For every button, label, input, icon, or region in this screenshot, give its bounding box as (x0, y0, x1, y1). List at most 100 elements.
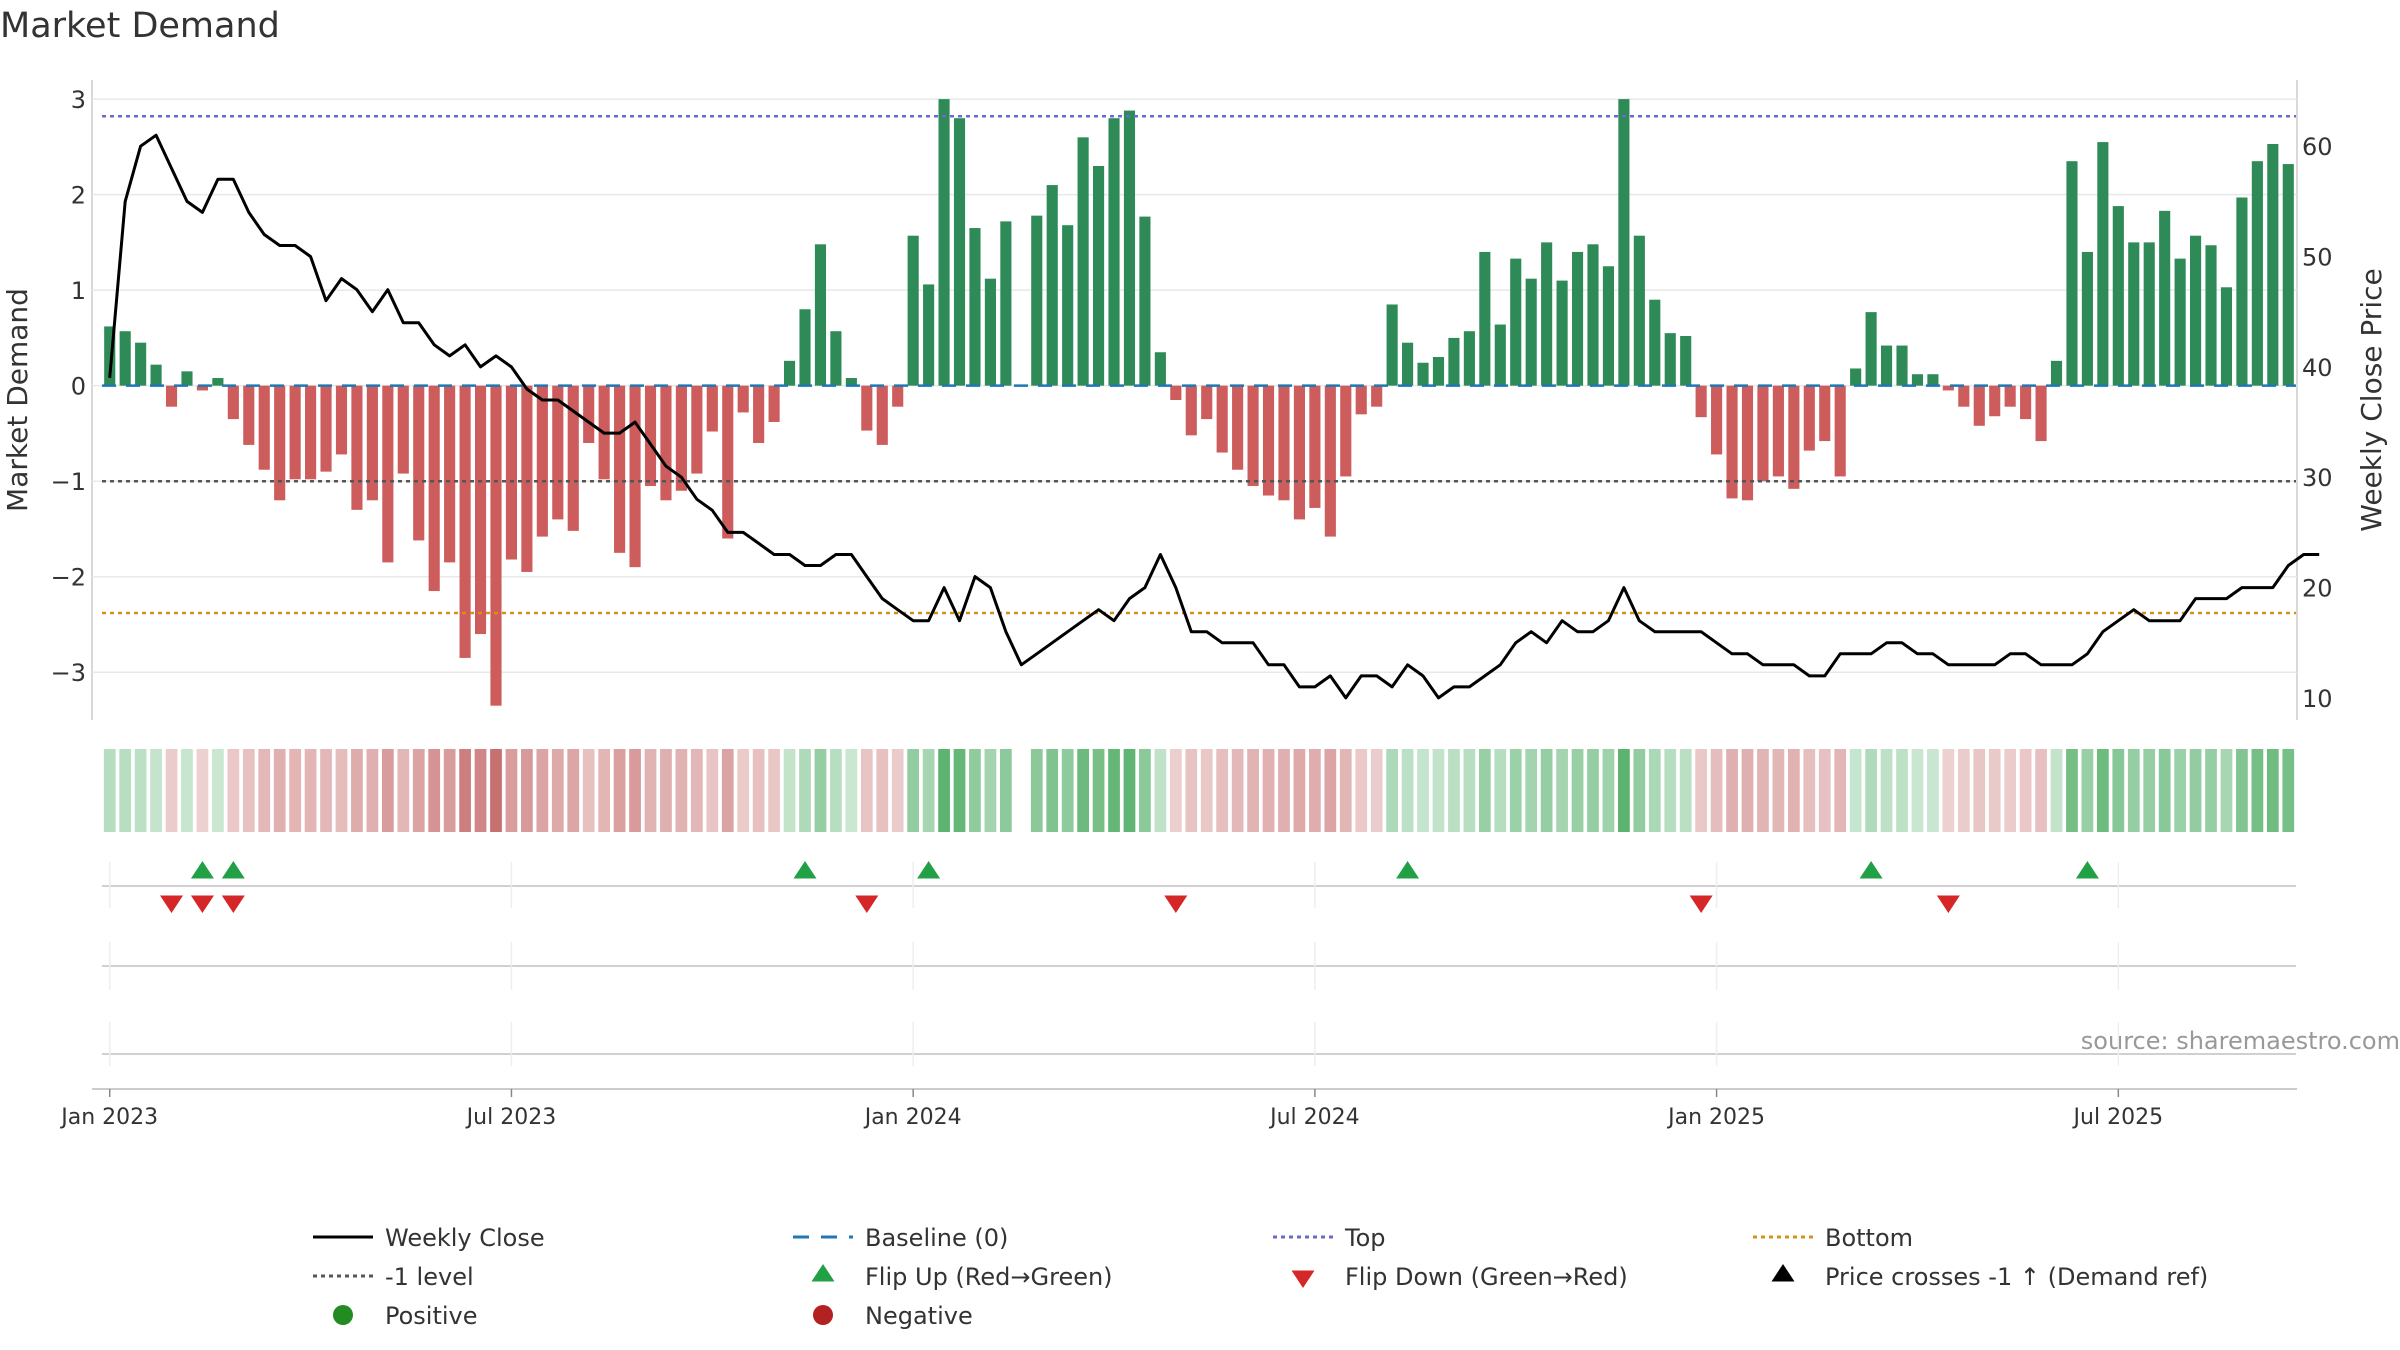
demand-strip-cell (845, 749, 858, 832)
flip-up-marker (917, 861, 941, 879)
demand-bar-negative (289, 385, 301, 480)
demand-bar-negative (583, 385, 595, 443)
demand-bar-positive (845, 378, 857, 386)
demand-strip-cell (598, 749, 611, 832)
demand-bar-positive (1602, 266, 1615, 386)
flip-down-marker (1936, 895, 1960, 913)
demand-bar-negative (1788, 385, 1800, 489)
demand-bar-positive (2251, 161, 2263, 386)
left-tick-label: 2 (71, 182, 86, 210)
demand-bar-positive (1077, 137, 1089, 386)
demand-bar-negative (1958, 385, 1970, 407)
flip-up-marker (221, 861, 245, 879)
demand-strip-cell (2251, 749, 2264, 832)
source-credit: source: sharemaestro.com (2081, 1027, 2400, 1055)
demand-strip-cell (304, 749, 317, 832)
demand-bar-negative (490, 385, 502, 706)
demand-bar-negative (428, 385, 440, 592)
demand-bar-positive (1139, 216, 1151, 386)
demand-bar-negative (1711, 385, 1723, 455)
legend-label: -1 level (385, 1263, 474, 1291)
demand-strip-cell (412, 749, 425, 832)
demand-bar-positive (953, 118, 966, 386)
demand-strip-cell (1633, 749, 1646, 832)
demand-bar-negative (1278, 385, 1290, 501)
flip-up-marker (2075, 861, 2099, 879)
demand-strip-cell (1247, 749, 1259, 832)
demand-strip-cell (1185, 749, 1198, 832)
demand-strip-cell (1803, 749, 1816, 832)
demand-bar-positive (1448, 337, 1460, 386)
legend-label: Top (1344, 1224, 1386, 1252)
demand-strip-cell (768, 749, 780, 832)
demand-bar-negative (165, 385, 178, 407)
demand-bar-positive (1571, 251, 1584, 386)
demand-strip-cell (1942, 749, 1955, 832)
demand-strip-cell (1571, 749, 1584, 832)
demand-strip-cell (814, 749, 827, 832)
legend-label: Positive (385, 1302, 478, 1330)
demand-strip-cell (1309, 749, 1321, 832)
legend-label: Bottom (1825, 1224, 1913, 1252)
demand-bar-negative (1973, 385, 1985, 426)
demand-strip-cell (150, 749, 162, 832)
demand-bar-negative (1834, 385, 1846, 477)
flip-down-marker (1164, 895, 1188, 913)
right-tick-label: 30 (2302, 464, 2333, 492)
legend-label: Price crosses -1 ↑ (Demand ref) (1825, 1263, 2208, 1291)
demand-bar-positive (1587, 244, 1599, 386)
demand-bar-negative (552, 385, 564, 520)
demand-strip-cell (1417, 749, 1429, 832)
demand-strip-cell (1849, 749, 1862, 832)
x-tick-label: Jul 2023 (465, 1105, 557, 1130)
demand-strip-cell (1587, 749, 1599, 832)
flip-down-marker (190, 895, 214, 913)
demand-strip-cell (1293, 749, 1306, 832)
demand-strip-cell (1602, 749, 1615, 832)
demand-bar-positive (1000, 221, 1012, 386)
demand-strip-cell (737, 749, 750, 832)
demand-strip-cell (1030, 749, 1043, 832)
demand-strip-cell (1556, 749, 1568, 832)
demand-bar-positive (830, 331, 842, 386)
x-tick-label: Jul 2025 (2072, 1105, 2164, 1130)
legend-label: Weekly Close (385, 1224, 545, 1252)
demand-strip-cell (1973, 749, 1986, 832)
demand-bar-negative (660, 385, 672, 501)
demand-strip-cell (1448, 749, 1460, 832)
demand-strip-cell (273, 749, 286, 832)
demand-bar-negative (459, 385, 471, 658)
demand-strip-cell (1664, 749, 1677, 832)
demand-strip-cell (582, 749, 595, 832)
demand-strip-cell (830, 749, 842, 832)
demand-strip-cell (1154, 749, 1167, 832)
demand-bar-positive (2143, 242, 2155, 386)
demand-bar-negative (722, 385, 734, 539)
demand-strip-cell (984, 749, 997, 832)
x-tick-label: Jan 2024 (863, 1105, 962, 1130)
demand-bar-negative (1989, 385, 2001, 417)
demand-bar-positive (2267, 144, 2279, 386)
demand-strip-cell (1324, 749, 1337, 832)
demand-bar-positive (212, 378, 224, 386)
demand-strip-cell (1679, 749, 1692, 832)
demand-strip-cell (2189, 749, 2202, 832)
demand-strip-cell (335, 749, 348, 832)
demand-strip-cell (289, 749, 302, 832)
demand-bar-negative (1293, 385, 1305, 520)
legend-label: Baseline (0) (865, 1224, 1008, 1252)
demand-bar-positive (150, 364, 162, 386)
demand-strip-cell (1772, 749, 1785, 832)
demand-bar-negative (1757, 385, 1769, 482)
demand-strip-cell (1370, 749, 1383, 832)
demand-strip-cell (1896, 749, 1908, 832)
demand-bar-negative (1695, 385, 1707, 418)
demand-bar-positive (1108, 118, 1120, 386)
demand-bar-negative (258, 385, 270, 470)
demand-strip-cell (1494, 749, 1507, 832)
demand-bar-positive (2128, 242, 2140, 386)
demand-strip-cell (366, 749, 379, 832)
demand-bar-positive (1664, 333, 1676, 386)
